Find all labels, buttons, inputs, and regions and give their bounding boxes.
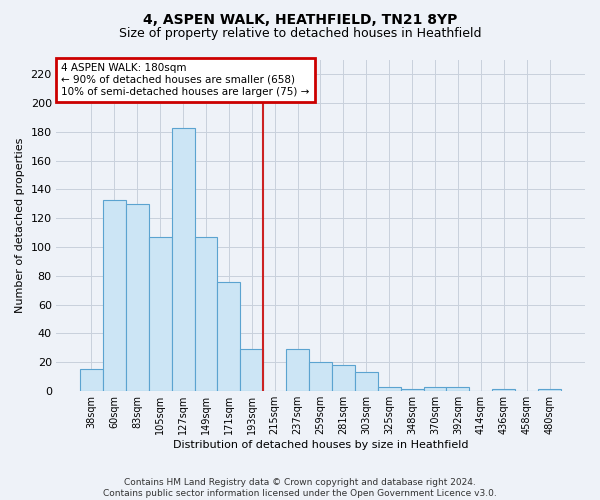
Bar — [332, 365, 355, 391]
Bar — [241, 349, 263, 391]
Y-axis label: Number of detached properties: Number of detached properties — [15, 138, 25, 313]
Bar — [309, 362, 332, 391]
Text: Contains HM Land Registry data © Crown copyright and database right 2024.
Contai: Contains HM Land Registry data © Crown c… — [103, 478, 497, 498]
Text: Size of property relative to detached houses in Heathfield: Size of property relative to detached ho… — [119, 28, 481, 40]
Bar — [172, 128, 194, 391]
Bar — [194, 237, 217, 391]
Bar — [401, 390, 424, 391]
Bar — [286, 349, 309, 391]
X-axis label: Distribution of detached houses by size in Heathfield: Distribution of detached houses by size … — [173, 440, 468, 450]
Bar — [217, 282, 241, 391]
Bar — [80, 370, 103, 391]
Bar — [103, 200, 126, 391]
Bar — [538, 390, 561, 391]
Bar — [424, 386, 446, 391]
Bar — [378, 386, 401, 391]
Bar — [446, 386, 469, 391]
Bar — [126, 204, 149, 391]
Bar — [355, 372, 378, 391]
Text: 4 ASPEN WALK: 180sqm
← 90% of detached houses are smaller (658)
10% of semi-deta: 4 ASPEN WALK: 180sqm ← 90% of detached h… — [61, 64, 310, 96]
Bar — [149, 237, 172, 391]
Bar — [492, 390, 515, 391]
Text: 4, ASPEN WALK, HEATHFIELD, TN21 8YP: 4, ASPEN WALK, HEATHFIELD, TN21 8YP — [143, 12, 457, 26]
